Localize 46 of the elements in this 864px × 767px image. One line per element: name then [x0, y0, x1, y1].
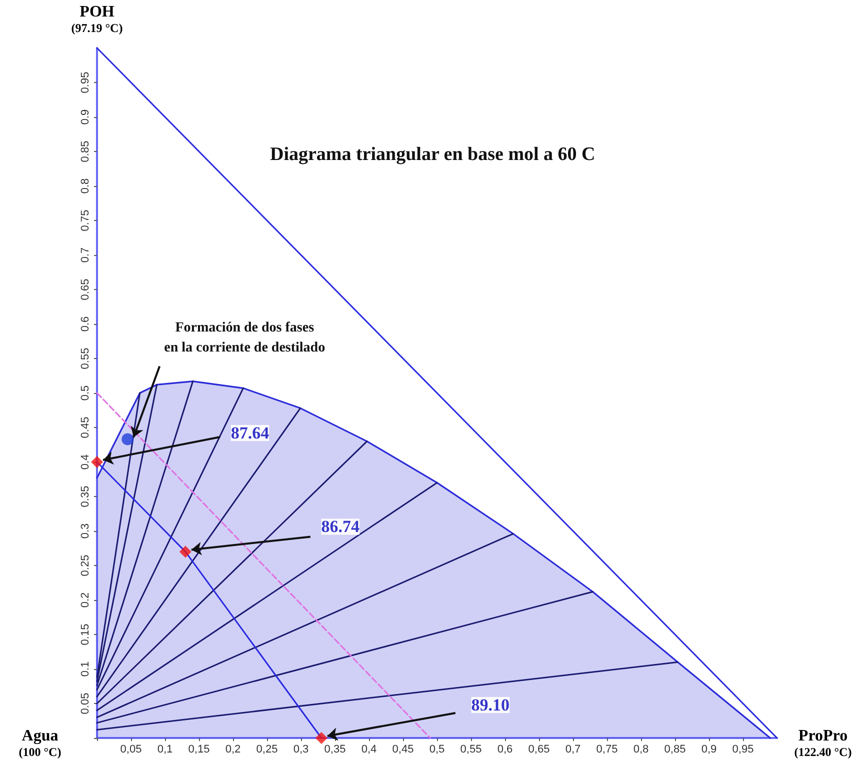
- text: Diagrama triangular en base mol a 60 C: [270, 144, 596, 165]
- annotation: 89.10: [471, 696, 510, 714]
- y-tick-label: 0.05: [80, 692, 92, 714]
- y-tick-label: 0.85: [80, 140, 92, 162]
- x-tick-label: 0,25: [256, 744, 278, 756]
- x-tick-label: 0,05: [120, 744, 142, 756]
- x-tick-label: 0,45: [392, 744, 414, 756]
- annotation: Formación de dos fases en la corriente de destilado: [164, 320, 326, 356]
- x-tick-label: 0,75: [596, 744, 618, 756]
- y-tick-label: 0.35: [80, 486, 92, 508]
- x-tick-label: 0,8: [633, 744, 649, 756]
- y-tick-label: 0.75: [80, 210, 92, 232]
- annotation: 86.74: [321, 517, 360, 536]
- y-tick-label: 0.4: [80, 454, 92, 470]
- x-tick-label: 0,35: [324, 744, 346, 756]
- annotation: ProPro (122.40 °C): [794, 728, 852, 759]
- y-tick-label: 0.5: [80, 385, 92, 401]
- x-tick-label: 0,55: [460, 744, 482, 756]
- x-tick-label: 0,15: [188, 744, 210, 756]
- y-tick-label: 0.15: [80, 624, 92, 646]
- y-tick-label: 0.55: [80, 348, 92, 370]
- annotation: 87.64: [230, 424, 270, 442]
- x-tick-label: 0,85: [664, 744, 686, 756]
- y-tick-label: 0.45: [80, 416, 92, 438]
- y-tick-label: 0.9: [80, 109, 92, 125]
- x-tick-label: 0,65: [528, 744, 550, 756]
- annotation: Agua (100 °C): [18, 728, 62, 759]
- x-tick-label: 0,6: [497, 744, 513, 756]
- y-tick-label: 0.6: [80, 316, 92, 332]
- x-tick-label: 0,3: [293, 744, 309, 756]
- y-tick-label: 0.3: [80, 523, 92, 539]
- y-tick-label: 0.7: [80, 247, 92, 263]
- y-tick-label: 0.65: [80, 278, 92, 300]
- y-tick-label: 0.1: [80, 661, 92, 677]
- annotation: POH (97.19 °C): [71, 4, 123, 35]
- x-tick-label: 0,9: [701, 744, 717, 756]
- x-tick-label: 0,7: [565, 744, 581, 756]
- x-tick-label: 0,5: [429, 744, 445, 756]
- x-tick-label: 0,2: [225, 744, 241, 756]
- y-tick-label: 0.8: [80, 178, 92, 194]
- y-tick-label: 0.25: [80, 554, 92, 576]
- y-tick-label: 0.2: [80, 592, 92, 608]
- x-tick-label: 0,1: [157, 744, 173, 756]
- x-tick-label: 0,95: [732, 744, 754, 756]
- y-tick-label: 0.95: [80, 72, 92, 94]
- x-tick-label: 0,4: [361, 744, 377, 756]
